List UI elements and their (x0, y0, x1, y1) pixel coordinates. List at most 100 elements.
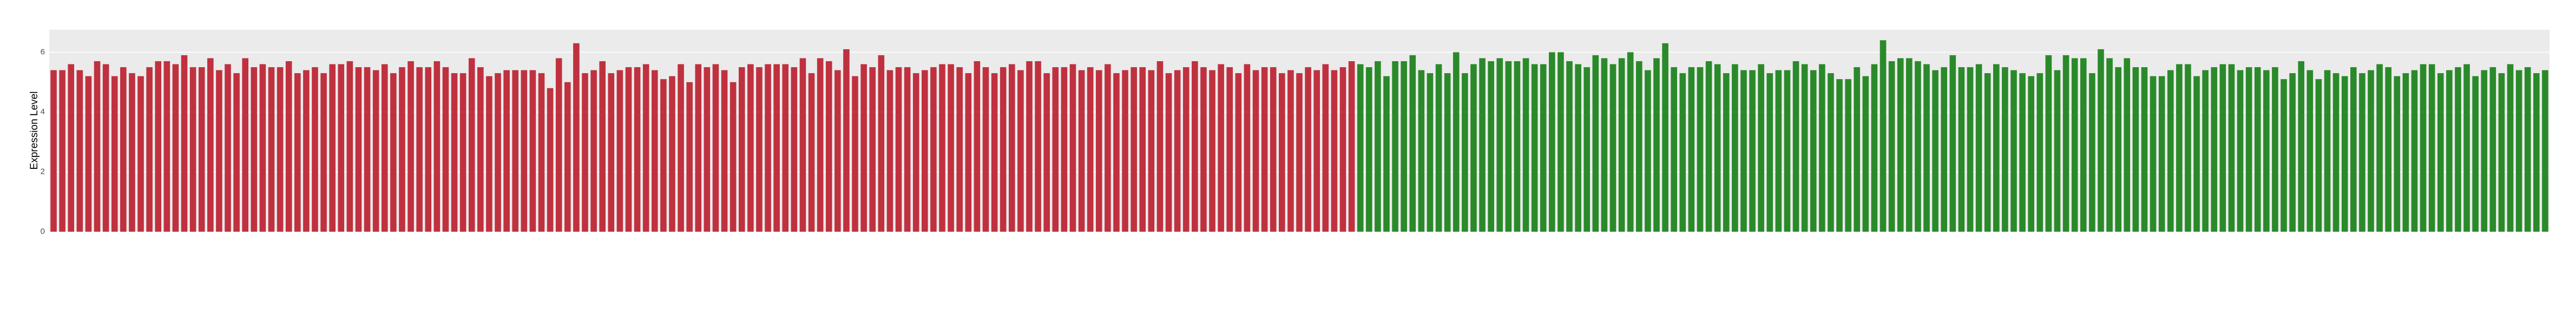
bar (608, 73, 615, 232)
bar (1732, 64, 1738, 232)
bar (94, 61, 101, 232)
bar (303, 70, 310, 232)
bar (730, 82, 737, 232)
bar (930, 67, 937, 232)
bar (965, 73, 972, 232)
bar (660, 79, 667, 232)
bar (2455, 67, 2461, 232)
bar (1854, 67, 1861, 232)
bar (338, 64, 345, 232)
bar (433, 61, 441, 232)
bar (2289, 73, 2296, 232)
bar (573, 43, 580, 232)
bar (974, 61, 981, 232)
bar (2158, 76, 2165, 232)
bar (2368, 70, 2374, 232)
bar (189, 67, 196, 232)
bar (817, 58, 824, 232)
bar (2524, 67, 2531, 232)
bar (1871, 64, 1878, 232)
bar (1348, 61, 1355, 232)
bar (1522, 58, 1529, 232)
bar (2211, 67, 2218, 232)
bar (2193, 76, 2200, 232)
bar (2054, 70, 2061, 232)
bar (1967, 67, 1974, 232)
bar (2411, 70, 2418, 232)
bar (712, 64, 719, 232)
bar (738, 67, 745, 232)
y-axis-title: Expression Level (29, 91, 40, 170)
bar (1740, 70, 1747, 232)
bar (1313, 70, 1320, 232)
bar (904, 67, 911, 232)
bar (425, 67, 432, 232)
bar (1505, 61, 1512, 232)
bar (555, 58, 562, 232)
y-tick-label: 6 (41, 47, 45, 56)
bar (1828, 73, 1834, 232)
bar (791, 67, 798, 232)
bar (686, 82, 693, 232)
bar (486, 76, 492, 232)
bar (1427, 73, 1434, 232)
bar (756, 67, 763, 232)
bar (2542, 70, 2548, 232)
bar (895, 67, 902, 232)
bar (852, 76, 858, 232)
bar (634, 67, 641, 232)
bar (1784, 70, 1791, 232)
bar (1888, 61, 1895, 232)
bar (912, 73, 919, 232)
bar (2385, 67, 2391, 232)
bar (1156, 61, 1164, 232)
bar (1287, 70, 1294, 232)
bar (268, 67, 275, 232)
bar (1949, 55, 1956, 232)
bar (1496, 58, 1503, 232)
bar (312, 67, 318, 232)
bar (137, 76, 144, 232)
bar (76, 70, 83, 232)
bar (198, 67, 205, 232)
bar (616, 70, 623, 232)
bar (2376, 64, 2383, 232)
bar (1723, 73, 1730, 232)
bar (1322, 64, 1329, 232)
bar (1609, 64, 1616, 232)
bar (1975, 64, 1982, 232)
bar (2272, 67, 2278, 232)
bar (1095, 70, 1102, 232)
bar (59, 70, 65, 232)
bar (2472, 76, 2479, 232)
bar (2394, 76, 2401, 232)
bar (1043, 73, 1050, 232)
bar (1897, 58, 1904, 232)
bar (721, 70, 728, 232)
bar (642, 64, 649, 232)
bar (408, 61, 414, 232)
bar (1200, 67, 1207, 232)
bar (1174, 70, 1181, 232)
bar (869, 67, 876, 232)
bar (834, 70, 841, 232)
bar (2298, 61, 2305, 232)
bar (129, 73, 135, 232)
bar (172, 64, 179, 232)
bar (1296, 73, 1303, 232)
bar (216, 70, 222, 232)
bar (1383, 76, 1390, 232)
bar (2150, 76, 2157, 232)
bar (2080, 58, 2087, 232)
bar (2019, 73, 2026, 232)
bar (1182, 67, 1190, 232)
bar (346, 61, 353, 232)
bar (547, 88, 554, 232)
bar (678, 64, 684, 232)
bar (1069, 64, 1076, 232)
bar (1000, 67, 1007, 232)
bar (2306, 70, 2314, 232)
bar (1592, 55, 1599, 232)
bar (1339, 67, 1346, 232)
